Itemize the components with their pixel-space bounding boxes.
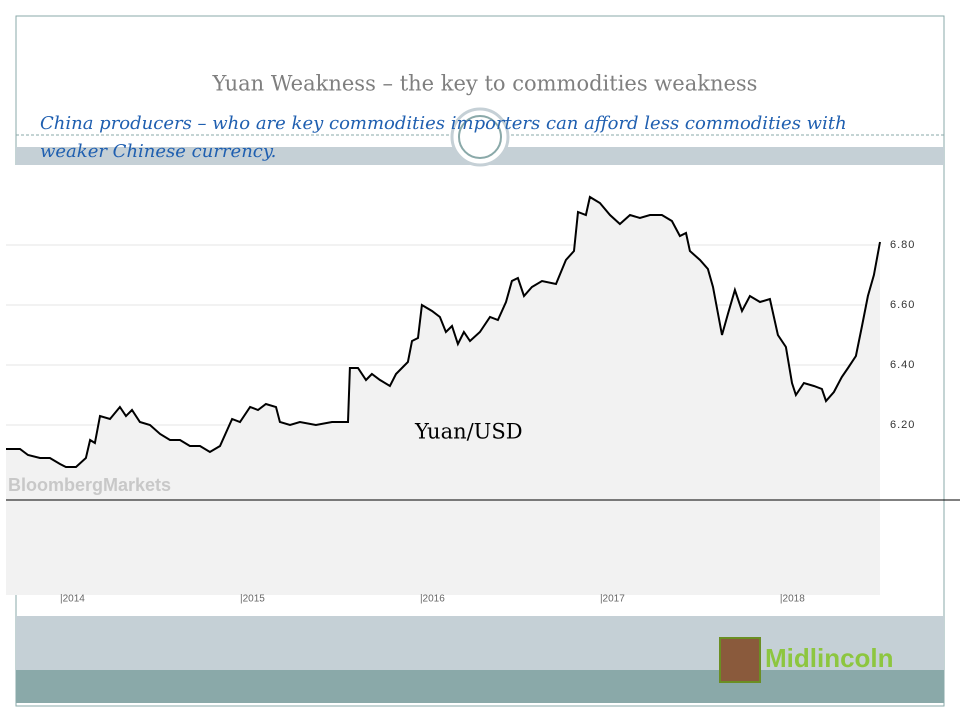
line: [6, 195, 881, 468]
footer-band: [16, 670, 944, 703]
y-tick-label: 6.20: [890, 419, 915, 431]
ornament: [458, 115, 502, 159]
watermark: BloombergMarkets: [8, 475, 171, 495]
area: [6, 197, 880, 500]
y-tick-label: 6.80: [890, 239, 915, 251]
x-tick-label: |2016: [420, 594, 445, 605]
plot: 6.20 6.40 6.60 6.80 |2014 |2015 |2016 |2017 |201…: [6, 195, 915, 605]
logo-icon: [719, 637, 761, 683]
y-tick-label: 6.40: [890, 359, 915, 371]
x-tick-label: |2018: [780, 594, 805, 605]
x-tick-label: |2017: [600, 594, 625, 605]
slide-title: Yuan Weakness – the key to commodities w…: [212, 72, 758, 96]
logo: Midlincoln: [765, 643, 894, 673]
y-tick-label: 6.60: [890, 299, 915, 311]
footer-band: [16, 616, 944, 670]
series-label: Yuan/USD: [414, 420, 523, 444]
subtitle: China producers – who are key commoditie…: [40, 113, 847, 162]
x-tick-label: |2015: [240, 594, 265, 605]
x-tick-label: |2014: [60, 594, 85, 605]
lower-panel: [6, 500, 880, 595]
